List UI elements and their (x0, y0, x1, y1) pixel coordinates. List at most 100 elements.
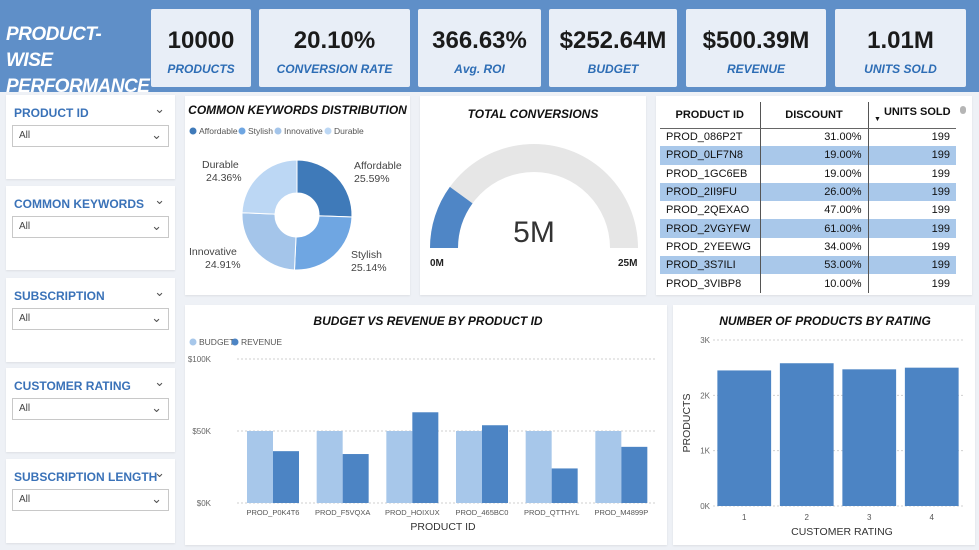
donut-slice-innovative[interactable] (241, 212, 297, 271)
rating-bar[interactable] (717, 370, 772, 506)
br-x-tick-label: PROD_F5VQXA (315, 508, 370, 517)
column-header-units-sold[interactable]: ▼ UNITS SOLD (868, 102, 956, 129)
chevron-down-icon[interactable]: ⌄ (154, 465, 165, 480)
br-bar-revenue[interactable] (412, 412, 439, 503)
slicer-dropdown[interactable]: All ⌄ (12, 216, 169, 238)
kpi-card-units-sold: 1.01M UNITS SOLD (835, 9, 966, 87)
rating-bar[interactable] (904, 367, 959, 506)
column-header-discount[interactable]: DISCOUNT (760, 102, 869, 129)
cell-discount: 53.00% (760, 256, 869, 275)
legend-label-revenue: REVENUE (241, 337, 282, 347)
column-header-product-id[interactable]: PRODUCT ID (660, 102, 761, 129)
slicer-dropdown[interactable]: All ⌄ (12, 398, 169, 420)
br-bar-budget[interactable] (525, 431, 552, 503)
kpi-value: 20.10% (293, 27, 376, 54)
cell-discount: 34.00% (760, 237, 869, 257)
br-legend: BUDGET REVENUE (189, 337, 282, 347)
br-bar-budget[interactable] (456, 431, 482, 503)
br-bar-budget[interactable] (316, 431, 343, 503)
table-row[interactable]: PROD_3VIBP8 10.00% 199 (660, 274, 956, 293)
table-row[interactable]: PROD_086P2T 31.00% 199 (660, 128, 956, 147)
table-row[interactable]: PROD_2VGYFW 61.00% 199 (660, 219, 956, 238)
cell-units-sold: 199 (868, 146, 956, 165)
legend-swatch-durable (324, 127, 332, 135)
cell-product-id: PROD_0LF7N8 (660, 146, 761, 165)
chevron-down-icon[interactable]: ⌄ (154, 374, 165, 389)
cell-discount: 10.00% (760, 274, 869, 293)
slicer-product-id[interactable]: PRODUCT ID ⌄ All ⌄ (6, 95, 175, 179)
br-bar-budget[interactable] (595, 431, 622, 503)
kpi-card-avg-roi: 366.63% Avg. ROI (418, 9, 541, 87)
donut-slice-durable[interactable] (241, 159, 298, 215)
slicer-subscription-length[interactable]: SUBSCRIPTION LENGTH ⌄ All ⌄ (6, 459, 175, 543)
table-row[interactable]: PROD_0LF7N8 19.00% 199 (660, 146, 956, 165)
br-bar-budget[interactable] (247, 431, 273, 503)
kpi-card-products: 10000 PRODUCTS (151, 9, 251, 87)
product-table: PRODUCT ID DISCOUNT ▼ UNITS SOLD PROD_08… (660, 102, 956, 293)
gauge-fill (430, 186, 473, 248)
cell-discount: 47.00% (760, 201, 869, 220)
cell-discount: 19.00% (760, 146, 869, 165)
br-x-axis: PROD_P0K4T6 PROD_F5VQXA PROD_HOIXUX PROD_46… (247, 508, 649, 517)
br-y-tick-label: $0K (197, 499, 212, 508)
rating-bar[interactable] (842, 369, 897, 506)
chevron-down-icon[interactable]: ⌄ (154, 284, 165, 299)
slicer-dropdown[interactable]: All ⌄ (12, 489, 169, 511)
chevron-down-icon[interactable]: ⌄ (154, 192, 165, 207)
donut-chart: Affordable Stylish Innovative Durable Af… (189, 126, 402, 274)
kpi-value: 10000 (167, 27, 235, 54)
br-bar-revenue[interactable] (551, 468, 578, 503)
br-x-tick-label: PROD_P0K4T6 (247, 508, 300, 517)
donut-label-innovative-name: Innovative (189, 246, 237, 258)
budget-revenue-chart: BUDGET VS REVENUE BY PRODUCT ID BUDGET R… (188, 314, 655, 533)
legend-swatch-revenue (231, 338, 239, 346)
title-line-1: PRODUCT-WISE (6, 24, 102, 71)
table-row[interactable]: PROD_3S7ILI 53.00% 199 (660, 256, 956, 275)
kpi-value: 1.01M (867, 27, 934, 54)
kpi-value: $252.64M (559, 27, 667, 54)
br-bar-revenue[interactable] (342, 454, 369, 503)
gauge-track (430, 144, 638, 248)
kpi-label: BUDGET (587, 62, 639, 76)
slicer-title: PRODUCT ID (14, 106, 89, 120)
kpi-value: 366.63% (432, 27, 527, 54)
donut-slice-affordable[interactable] (296, 159, 353, 218)
table-row[interactable]: PROD_2YEEWG 34.00% 199 (660, 237, 956, 257)
slicer-dropdown[interactable]: All ⌄ (12, 125, 169, 147)
slicer-title: SUBSCRIPTION LENGTH (14, 470, 158, 484)
cell-discount: 19.00% (760, 164, 869, 183)
legend-label-stylish: Stylish (248, 126, 273, 136)
cell-discount: 31.00% (760, 128, 869, 147)
gauge-min-label: 0M (430, 258, 444, 269)
cell-units-sold: 199 (931, 277, 950, 290)
rating-y-axis-title: PRODUCTS (681, 394, 693, 453)
donut-slice-stylish[interactable] (293, 215, 353, 271)
br-bar-budget[interactable] (386, 431, 413, 503)
legend-label-innovative: Innovative (284, 126, 323, 136)
br-bar-revenue[interactable] (273, 451, 299, 503)
br-bar-revenue[interactable] (621, 446, 648, 503)
br-x-tick-label: PROD_HOIXUX (385, 508, 440, 517)
cell-product-id: PROD_3S7ILI (660, 256, 761, 275)
rating-bar[interactable] (779, 363, 834, 506)
cell-discount: 61.00% (760, 219, 869, 238)
table-scrollbar[interactable] (960, 106, 966, 114)
legend-label-durable: Durable (334, 126, 364, 136)
slicer-common-keywords[interactable]: COMMON KEYWORDS ⌄ All ⌄ (6, 186, 175, 270)
rating-y-axis: 0K 1K 2K 3K (700, 336, 710, 511)
legend-swatch-innovative (274, 127, 282, 135)
slicer-customer-rating[interactable]: CUSTOMER RATING ⌄ All ⌄ (6, 368, 175, 452)
table-row[interactable]: PROD_2QEXAO 47.00% 199 (660, 201, 956, 220)
chevron-down-icon[interactable]: ⌄ (154, 101, 165, 116)
slicer-subscription[interactable]: SUBSCRIPTION ⌄ All ⌄ (6, 278, 175, 362)
product-table-panel: PRODUCT ID DISCOUNT ▼ UNITS SOLD PROD_08… (656, 96, 972, 295)
slicer-title: COMMON KEYWORDS (14, 197, 144, 211)
table-row[interactable]: PROD_1GC6EB 19.00% 199 (660, 164, 956, 183)
kpi-label: REVENUE (726, 62, 785, 76)
table-row[interactable]: PROD_2II9FU 26.00% 199 (660, 182, 956, 202)
rating-x-axis-title: CUSTOMER RATING (791, 526, 893, 538)
legend-label-budget: BUDGET (199, 337, 234, 347)
slicer-dropdown[interactable]: All ⌄ (12, 308, 169, 330)
br-bar-revenue[interactable] (482, 425, 508, 503)
rating-panel: NUMBER OF PRODUCTS BY RATING 0K 1K 2K 3K 1 2… (673, 305, 975, 545)
